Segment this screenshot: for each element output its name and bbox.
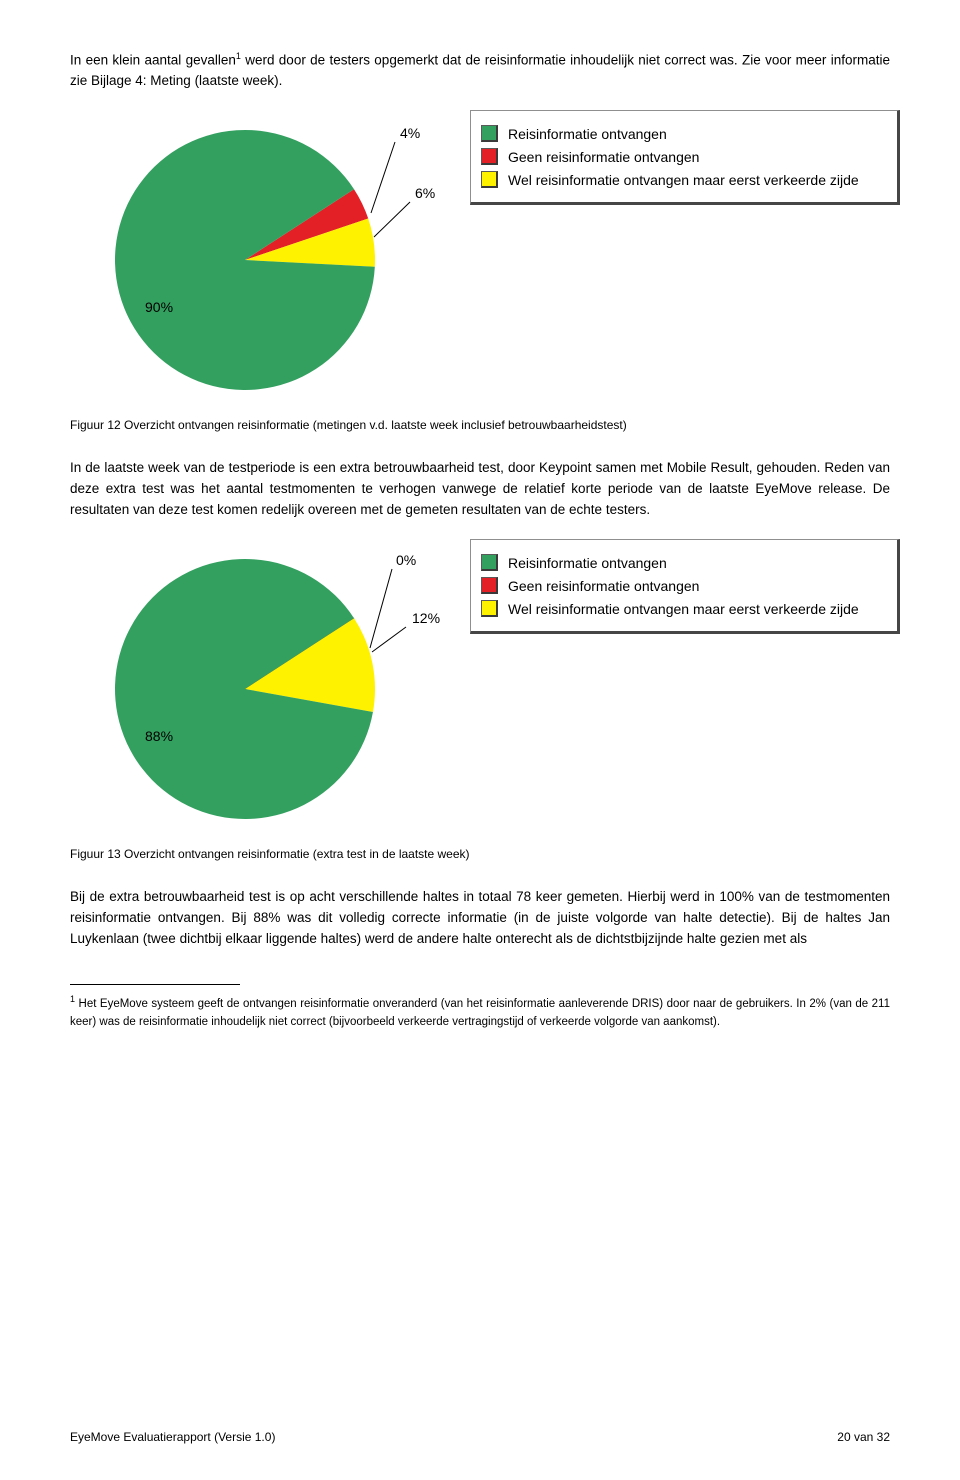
svg-text:88%: 88% (145, 728, 173, 744)
legend-swatch (481, 148, 498, 165)
legend-row: Geen reisinformatie ontvangen (481, 577, 887, 594)
legend-row: Wel reisinformatie ontvangen maar eerst … (481, 600, 887, 617)
intro-a: In een klein aantal gevallen (70, 53, 236, 68)
legend-label: Geen reisinformatie ontvangen (508, 578, 699, 594)
legend-swatch (481, 554, 498, 571)
footnote-text: Het EyeMove systeem geeft de ontvangen r… (70, 998, 890, 1028)
legend-swatch (481, 125, 498, 142)
legend-label: Reisinformatie ontvangen (508, 126, 667, 142)
intro-paragraph: In een klein aantal gevallen1 werd door … (70, 50, 890, 92)
svg-text:0%: 0% (396, 552, 416, 568)
chart-1-legend: Reisinformatie ontvangen Geen reisinform… (470, 110, 900, 205)
mid-paragraph: In de laatste week van de testperiode is… (70, 458, 890, 521)
legend-label: Geen reisinformatie ontvangen (508, 149, 699, 165)
svg-text:6%: 6% (415, 185, 435, 201)
legend-row: Reisinformatie ontvangen (481, 125, 887, 142)
legend-row: Reisinformatie ontvangen (481, 554, 887, 571)
legend-swatch (481, 577, 498, 594)
chart-1: 90% 4% 6% Reisinformatie ontvangen Geen re… (70, 110, 870, 390)
legend-row: Geen reisinformatie ontvangen (481, 148, 887, 165)
legend-label: Wel reisinformatie ontvangen maar eerst … (508, 601, 859, 617)
legend-label: Reisinformatie ontvangen (508, 555, 667, 571)
svg-text:4%: 4% (400, 125, 420, 141)
legend-swatch (481, 600, 498, 617)
chart-1-caption: Figuur 12 Overzicht ontvangen reisinform… (70, 418, 890, 432)
svg-text:90%: 90% (145, 299, 173, 315)
svg-text:12%: 12% (412, 610, 440, 626)
footer-right: 20 van 32 (837, 1430, 890, 1444)
footer-left: EyeMove Evaluatierapport (Versie 1.0) (70, 1430, 275, 1444)
chart-1-pie: 90% 4% 6% (70, 110, 470, 390)
footnote-separator (70, 984, 240, 985)
footnote: 1 Het EyeMove systeem geeft de ontvangen… (70, 993, 890, 1031)
chart-2-caption: Figuur 13 Overzicht ontvangen reisinform… (70, 847, 890, 861)
chart-2-pie: 88% 0% 12% (70, 539, 470, 819)
page-footer: EyeMove Evaluatierapport (Versie 1.0) 20… (70, 1430, 890, 1444)
legend-row: Wel reisinformatie ontvangen maar eerst … (481, 171, 887, 188)
chart-2: 88% 0% 12% Reisinformatie ontvangen Geen r… (70, 539, 870, 819)
end-paragraph: Bij de extra betrouwbaarheid test is op … (70, 887, 890, 950)
legend-label: Wel reisinformatie ontvangen maar eerst … (508, 172, 859, 188)
legend-swatch (481, 171, 498, 188)
chart-2-legend: Reisinformatie ontvangen Geen reisinform… (470, 539, 900, 634)
